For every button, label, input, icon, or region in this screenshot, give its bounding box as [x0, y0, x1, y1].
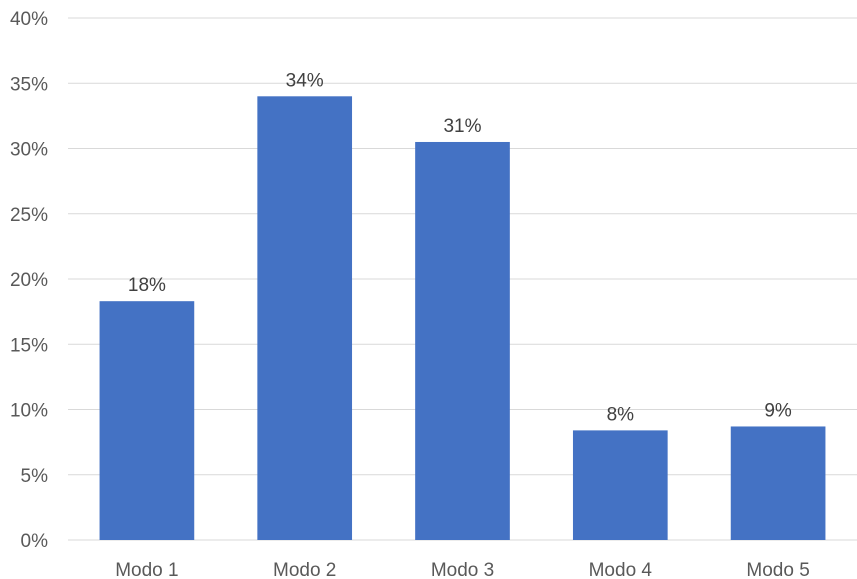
data-label: 31% [443, 116, 481, 137]
data-label: 34% [286, 70, 324, 91]
data-label: 9% [764, 400, 792, 421]
y-tick-label: 15% [10, 335, 48, 356]
y-tick-label: 25% [10, 205, 48, 226]
bar [99, 301, 195, 540]
x-tick-label: Modo 4 [589, 560, 653, 579]
y-tick-label: 40% [10, 9, 48, 30]
bars [99, 96, 826, 541]
x-tick-label: Modo 1 [115, 560, 178, 579]
data-labels: 18% 34% 31% 8% 9% [128, 70, 792, 425]
y-tick-label: 30% [10, 140, 48, 161]
x-tick-label: Modo 3 [431, 560, 494, 579]
y-tick-label: 35% [10, 74, 48, 95]
bar [572, 430, 668, 540]
y-axis-tick-labels: 0% 5% 10% 15% 20% 25% 30% 35% 40% [10, 9, 48, 552]
bar [415, 141, 510, 540]
bar [257, 96, 353, 541]
x-axis-tick-labels: Modo 1 Modo 2 Modo 3 Modo 4 Modo 5 [115, 560, 810, 579]
x-tick-label: Modo 5 [746, 560, 809, 579]
y-tick-label: 20% [10, 270, 48, 291]
data-label: 18% [128, 275, 166, 296]
data-label: 8% [607, 404, 635, 425]
y-tick-label: 10% [10, 401, 48, 422]
y-tick-label: 5% [21, 466, 49, 487]
y-tick-label: 0% [21, 531, 49, 552]
x-tick-label: Modo 2 [273, 560, 336, 579]
bar [730, 426, 826, 540]
